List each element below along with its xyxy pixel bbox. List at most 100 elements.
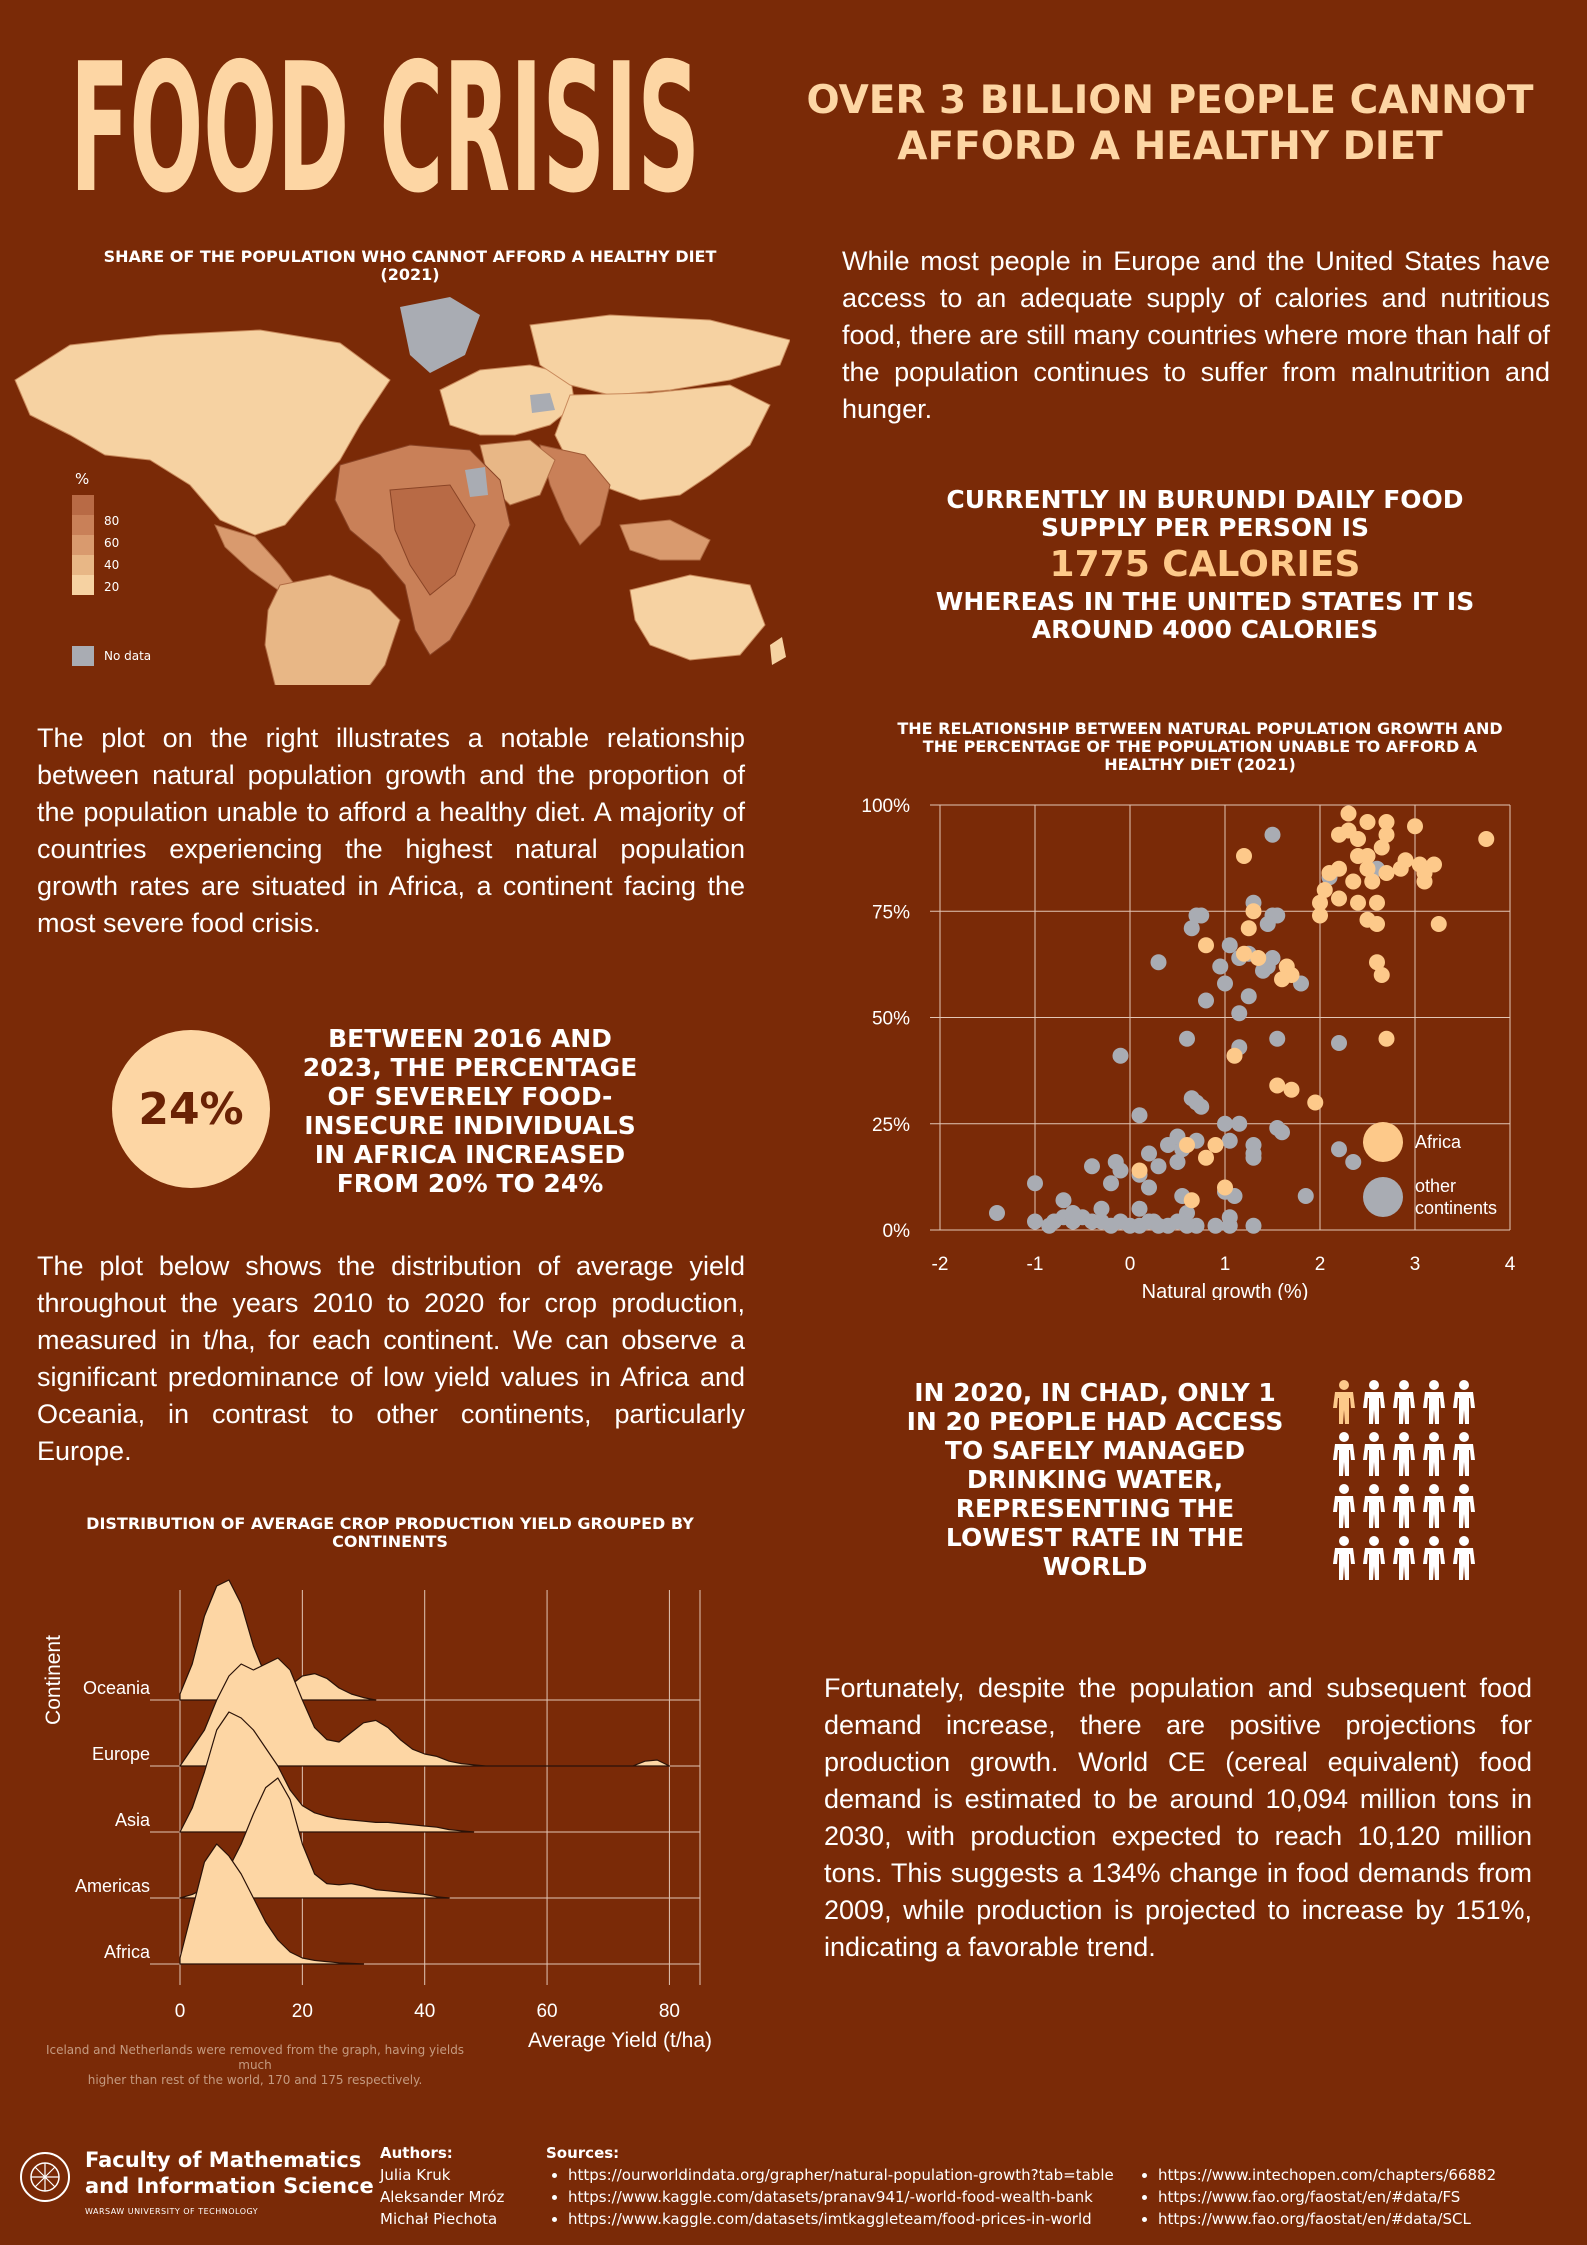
- scatter-legend-label: continents: [1415, 1198, 1497, 1218]
- map-region-russia: [529, 314, 790, 396]
- scatter-point: [1350, 831, 1366, 847]
- calories-line-4: AROUND 4000 CALORIES: [1031, 615, 1379, 644]
- ridge-x-tick: 60: [536, 2001, 557, 2022]
- scatter-point: [1207, 1217, 1224, 1234]
- scatter-point: [1131, 1200, 1148, 1217]
- ridge-density-asia: [179, 1711, 475, 1833]
- ridgeline-note-line: Iceland and Netherlands were removed fro…: [45, 2043, 465, 2072]
- scatter-legend-label: other: [1415, 1176, 1456, 1196]
- scatter-point: [1331, 826, 1347, 843]
- scatter-point: [1221, 1217, 1238, 1234]
- scatter-y-tick: 50%: [872, 1009, 910, 1030]
- scatter-point: [1269, 1120, 1286, 1136]
- ridgeline-chart: 0 20 40 60 80 Oceania Europe Asia Americas Africa…: [42, 1579, 712, 2052]
- scatter-point: [1340, 805, 1357, 822]
- person-icon: [1423, 1380, 1445, 1424]
- person-icon: [1423, 1484, 1445, 1528]
- scatter-point: [1283, 1081, 1300, 1098]
- headline-line-1: OVER 3 BILLION PEOPLE CANNOT: [806, 78, 1534, 123]
- chad-line: REPRESENTING THE: [955, 1494, 1235, 1523]
- chad-line: IN 20 PEOPLE HAD ACCESS: [906, 1407, 1284, 1436]
- scatter-y-tick: 100%: [861, 796, 910, 817]
- person-icon: [1393, 1380, 1415, 1424]
- scatter-x-tick: 4: [1505, 1254, 1516, 1275]
- map-region-europe: [439, 364, 576, 436]
- food-insecure-line: 2023, THE PERCENTAGE: [302, 1053, 638, 1082]
- sources-list-right: https://www.intechopen.com/chapters/6688…: [1136, 2164, 1576, 2230]
- scatter-point: [1369, 894, 1385, 911]
- chad-line: DRINKING WATER,: [966, 1465, 1224, 1494]
- scatter-point: [1378, 865, 1395, 881]
- scatter-point: [1378, 1030, 1395, 1047]
- ridge-x-tick: 0: [175, 2001, 186, 2022]
- food-insecure-text: BETWEEN 2016 AND 2023, THE PERCENTAGE OF…: [285, 1024, 655, 1198]
- scatter-legend-swatch: [1363, 1122, 1403, 1162]
- scatter-point: [1027, 1175, 1043, 1192]
- ridge-x-tick: 80: [659, 2001, 680, 2022]
- person-icon: [1393, 1536, 1415, 1580]
- scatter-point: [989, 1205, 1005, 1221]
- authors-label: Authors:: [380, 2144, 453, 2162]
- ridgeline-note: Iceland and Netherlands were removed fro…: [30, 2043, 480, 2088]
- scatter-point: [1269, 1077, 1286, 1094]
- scatter-x-label: Natural growth (%): [1142, 1281, 1309, 1300]
- faculty-name: Faculty of Mathematics and Information S…: [85, 2147, 374, 2199]
- yield-paragraph: The plot below shows the distribution of…: [37, 1251, 745, 1466]
- scatter-point: [1141, 1145, 1157, 1162]
- person-icon: [1363, 1432, 1385, 1476]
- person-icon: [1453, 1484, 1475, 1528]
- map-landmasses: [14, 297, 790, 685]
- university-name: WARSAW UNIVERSITY OF TECHNOLOGY: [85, 2207, 259, 2216]
- scatter-point: [1359, 814, 1376, 830]
- scatter-point: [1345, 873, 1362, 890]
- map-legend-ticks: 80 60 40 20: [104, 510, 119, 598]
- source-link[interactable]: https://www.fao.org/faostat/en/#data/SCL: [1158, 2210, 1471, 2228]
- source-link[interactable]: https://www.kaggle.com/datasets/imtkaggl…: [568, 2210, 1092, 2228]
- scatter-x-tick: -2: [932, 1254, 949, 1275]
- ridgeline-note-line: higher than rest of the world, 170 and 1…: [87, 2073, 423, 2087]
- scatter-point: [1312, 894, 1328, 911]
- scatter-point: [1378, 814, 1395, 830]
- source-link[interactable]: https://www.kaggle.com/datasets/pranav94…: [568, 2188, 1093, 2206]
- person-icon: [1423, 1432, 1445, 1476]
- calories-line-3: WHEREAS IN THE UNITED STATES IT IS: [935, 587, 1475, 616]
- source-link[interactable]: https://www.fao.org/faostat/en/#data/FS: [1158, 2188, 1461, 2206]
- source-link[interactable]: https://ourworldindata.org/grapher/natur…: [568, 2166, 1114, 2184]
- person-icon: [1363, 1380, 1385, 1424]
- scatter-point: [1312, 907, 1328, 924]
- person-icon: [1453, 1380, 1475, 1424]
- scatter-point: [1179, 1030, 1195, 1047]
- scatter-point: [1207, 1137, 1224, 1153]
- person-icon: [1333, 1380, 1355, 1424]
- scatter-point: [1179, 1137, 1195, 1153]
- chad-water-stat: IN 2020, IN CHAD, ONLY 1 IN 20 PEOPLE HA…: [895, 1378, 1295, 1581]
- ridge-x-label: Average Yield (t/ha): [528, 2029, 712, 2052]
- scatter-point: [1350, 848, 1366, 864]
- scatter-point: [1217, 1115, 1233, 1132]
- food-insecure-line: IN AFRICA INCREASED: [314, 1140, 626, 1169]
- map-region-south-asia: [539, 444, 611, 546]
- chad-line: IN 2020, IN CHAD, ONLY 1: [914, 1378, 1276, 1407]
- scatter-point: [1373, 839, 1390, 856]
- scatter-chart: -2 -1 0 1 2 3 4 0% 25% 50% 75% 100% Natural growth (…: [861, 796, 1516, 1300]
- scatter-point: [1316, 882, 1333, 898]
- faculty-name-line-1: Faculty of Mathematics: [85, 2148, 362, 2172]
- scatter-point: [1392, 860, 1409, 877]
- ridge-density-africa: [179, 1843, 365, 1965]
- scatter-point: [1245, 1217, 1262, 1234]
- scatter-point: [1331, 1035, 1347, 1051]
- faculty-logo-icon: [20, 2152, 70, 2202]
- source-link[interactable]: https://www.intechopen.com/chapters/6688…: [1158, 2166, 1497, 2184]
- ridge-category-label: Asia: [115, 1810, 151, 1830]
- ridge-y-label: Continent: [42, 1635, 65, 1725]
- scatter-point: [1183, 920, 1200, 937]
- map-legend: [72, 495, 94, 595]
- person-icon: [1423, 1536, 1445, 1580]
- scatter-point: [1359, 860, 1376, 877]
- map-legend-tick: 20: [104, 580, 120, 594]
- scatter-point: [1084, 1158, 1100, 1175]
- scatter-point: [1478, 831, 1495, 847]
- ridge-category-label: Oceania: [83, 1678, 151, 1698]
- scatter-point: [1041, 1217, 1058, 1234]
